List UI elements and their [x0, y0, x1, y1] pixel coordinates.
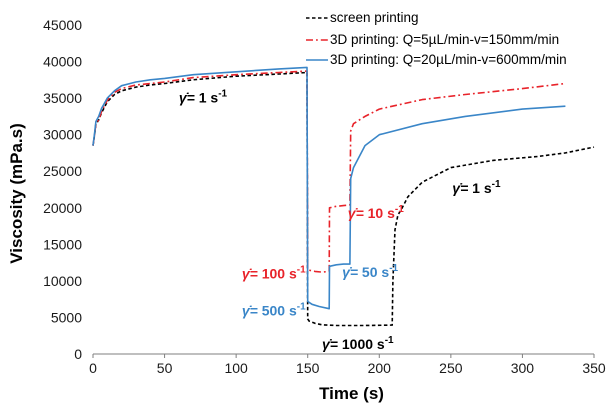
- legend: screen printing 3D printing: Q=5µL/min-v=…: [306, 10, 567, 67]
- y-tick-label: 10000: [43, 273, 82, 289]
- y-tick-label: 40000: [43, 54, 82, 70]
- x-tick-label: 250: [439, 360, 463, 376]
- shear-rate-exponent: -1: [395, 204, 404, 215]
- x-tick-label: 350: [582, 360, 606, 376]
- gamma-dot-symbol: γ̇=: [242, 266, 262, 282]
- shear-rate-unit: s: [285, 266, 297, 282]
- y-tick-label: 15000: [43, 236, 82, 252]
- shear-rate-value: 10: [368, 205, 384, 221]
- shear-rate-label: γ̇= 1 s-1: [452, 179, 501, 196]
- shear-rate-exponent: -1: [297, 265, 306, 276]
- shear-rate-value: 50: [362, 264, 378, 280]
- y-tick-label: 45000: [43, 17, 82, 33]
- gamma-dot-symbol: γ̇=: [342, 264, 362, 280]
- gamma-dot-symbol: γ̇=: [452, 180, 472, 196]
- y-axis-title: Viscosity (mPa.s): [7, 123, 26, 263]
- shear-rate-exponent: -1: [297, 301, 306, 312]
- shear-rate-label: γ̇= 50 s-1: [342, 263, 398, 280]
- y-tick-label: 35000: [43, 90, 82, 106]
- legend-label: 3D printing: Q=20µL/min-v=600mm/min: [330, 52, 567, 67]
- shear-rate-exponent: -1: [389, 263, 398, 274]
- shear-rate-label: γ̇= 500 s-1: [242, 301, 306, 318]
- y-tick-label: 25000: [43, 163, 82, 179]
- shear-rate-exponent: -1: [218, 88, 227, 99]
- shear-rate-value: 1000: [342, 336, 373, 352]
- legend-label: 3D printing: Q=5µL/min-v=150mm/min: [330, 32, 559, 47]
- x-tick-label: 0: [89, 360, 97, 376]
- y-tick-label: 0: [74, 346, 82, 362]
- annotations: γ̇= 1 s-1γ̇= 100 s-1γ̇= 500 s-1γ̇= 10 s-…: [179, 88, 501, 351]
- legend-label: screen printing: [330, 10, 419, 25]
- gamma-dot-symbol: γ̇=: [348, 205, 368, 221]
- x-tick-label: 300: [511, 360, 535, 376]
- tick-labels: 0 50 100 150 200 250 300 3500500010000150002000…: [43, 17, 606, 376]
- shear-rate-value: 1: [199, 89, 207, 105]
- shear-rate-value: 100: [262, 266, 286, 282]
- shear-rate-unit: s: [480, 180, 492, 196]
- y-tick-label: 5000: [51, 309, 82, 325]
- gamma-dot-symbol: γ̇=: [322, 336, 342, 352]
- shear-rate-unit: s: [383, 205, 395, 221]
- x-tick-label: 200: [368, 360, 392, 376]
- series-lines: [92, 66, 595, 327]
- series-line-0: [92, 71, 595, 327]
- x-tick-label: 50: [157, 360, 173, 376]
- shear-rate-label: γ̇= 100 s-1: [242, 265, 306, 282]
- series-line-2: [92, 66, 566, 310]
- x-axis-title: Time (s): [319, 384, 384, 403]
- x-tick-label: 150: [296, 360, 320, 376]
- gamma-dot-symbol: γ̇=: [242, 302, 262, 318]
- series-line-1: [92, 70, 566, 273]
- shear-rate-unit: s: [378, 264, 390, 280]
- shear-rate-label: γ̇= 10 s-1: [348, 204, 404, 221]
- gamma-dot-symbol: γ̇=: [179, 89, 199, 105]
- shear-rate-unit: s: [285, 302, 297, 318]
- shear-rate-unit: s: [207, 89, 219, 105]
- shear-rate-unit: s: [373, 336, 385, 352]
- shear-rate-value: 500: [262, 302, 286, 318]
- shear-rate-value: 1: [472, 180, 480, 196]
- shear-rate-exponent: -1: [385, 335, 394, 346]
- y-tick-label: 20000: [43, 200, 82, 216]
- shear-rate-label: γ̇= 1 s-1: [179, 88, 228, 105]
- shear-rate-exponent: -1: [492, 179, 501, 190]
- shear-rate-label: γ̇= 1000 s-1: [322, 335, 394, 352]
- y-tick-label: 30000: [43, 127, 82, 143]
- x-tick-label: 100: [224, 360, 248, 376]
